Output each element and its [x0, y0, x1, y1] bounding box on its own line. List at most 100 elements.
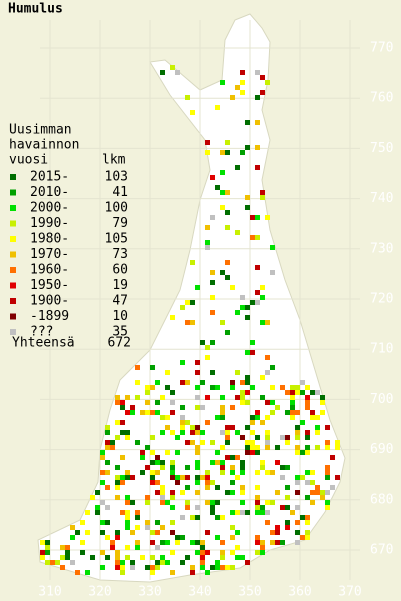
observation-square [300, 420, 305, 425]
legend-count: 103 [105, 170, 128, 185]
observation-square [90, 555, 95, 560]
observation-square [140, 455, 145, 460]
observation-square [290, 405, 295, 410]
observation-square [215, 565, 220, 570]
observation-square [255, 95, 260, 100]
observation-square [155, 560, 160, 565]
observation-square [115, 465, 120, 470]
observation-square [110, 540, 115, 545]
observation-square [250, 450, 255, 455]
observation-square [110, 545, 115, 550]
observation-square [160, 495, 165, 500]
observation-square [195, 425, 200, 430]
observation-square [235, 310, 240, 315]
observation-square [125, 515, 130, 520]
legend-count: 10 [112, 309, 128, 324]
observation-square [250, 300, 255, 305]
observation-square [125, 430, 130, 435]
observation-square [310, 500, 315, 505]
observation-square [195, 475, 200, 480]
observation-square [125, 525, 130, 530]
observation-square [125, 395, 130, 400]
observation-square [205, 530, 210, 535]
observation-square [205, 245, 210, 250]
observation-square [275, 530, 280, 535]
observation-square [195, 515, 200, 520]
observation-square [145, 520, 150, 525]
observation-square [150, 410, 155, 415]
observation-square [235, 370, 240, 375]
observation-square [325, 465, 330, 470]
observation-square [240, 500, 245, 505]
observation-square [330, 455, 335, 460]
observation-square [190, 430, 195, 435]
observation-square [150, 565, 155, 570]
observation-square [115, 435, 120, 440]
observation-square [155, 410, 160, 415]
observation-square [155, 520, 160, 525]
observation-square [230, 425, 235, 430]
observation-square [155, 400, 160, 405]
observation-square [260, 90, 265, 95]
observation-square [135, 540, 140, 545]
observation-square [305, 480, 310, 485]
observation-square [295, 450, 300, 455]
observation-square [195, 490, 200, 495]
observation-square [215, 185, 220, 190]
observation-square [270, 365, 275, 370]
legend-count-heading: lkm [102, 153, 126, 168]
observation-square [155, 380, 160, 385]
legend-count: 19 [112, 278, 128, 293]
observation-square [210, 385, 215, 390]
observation-square [205, 140, 210, 145]
legend-label: 2000- [30, 201, 69, 216]
observation-square [160, 490, 165, 495]
observation-square [230, 525, 235, 530]
observation-square [280, 540, 285, 545]
observation-square [265, 355, 270, 360]
observation-square [135, 380, 140, 385]
observation-square [170, 410, 175, 415]
observation-square [260, 505, 265, 510]
legend-label: 2010- [30, 185, 69, 200]
observation-square [205, 355, 210, 360]
observation-square [195, 445, 200, 450]
observation-square [320, 490, 325, 495]
observation-square [220, 205, 225, 210]
observation-square [260, 460, 265, 465]
observation-square [115, 420, 120, 425]
observation-square [240, 395, 245, 400]
observation-square [225, 435, 230, 440]
title: Humulus [8, 2, 63, 17]
observation-square [305, 405, 310, 410]
observation-square [170, 475, 175, 480]
observation-square [305, 470, 310, 475]
observation-square [210, 295, 215, 300]
observation-square [165, 560, 170, 565]
observation-square [260, 465, 265, 470]
observation-square [40, 555, 45, 560]
observation-square [210, 505, 215, 510]
observation-square [270, 540, 275, 545]
observation-square [85, 530, 90, 535]
legend-swatch [10, 298, 16, 304]
observation-square [185, 500, 190, 505]
legend-label: ??? [30, 325, 53, 340]
observation-square [170, 490, 175, 495]
observation-square [265, 445, 270, 450]
observation-square [315, 485, 320, 490]
legend-swatch [10, 267, 16, 273]
observation-square [100, 480, 105, 485]
observation-square [335, 440, 340, 445]
observation-square [150, 365, 155, 370]
observation-square [220, 410, 225, 415]
observation-square [240, 465, 245, 470]
observation-square [295, 480, 300, 485]
observation-square [150, 530, 155, 535]
observation-square [160, 555, 165, 560]
observation-square [155, 565, 160, 570]
observation-square [215, 460, 220, 465]
observation-square [200, 555, 205, 560]
observation-square [300, 380, 305, 385]
observation-square [225, 260, 230, 265]
